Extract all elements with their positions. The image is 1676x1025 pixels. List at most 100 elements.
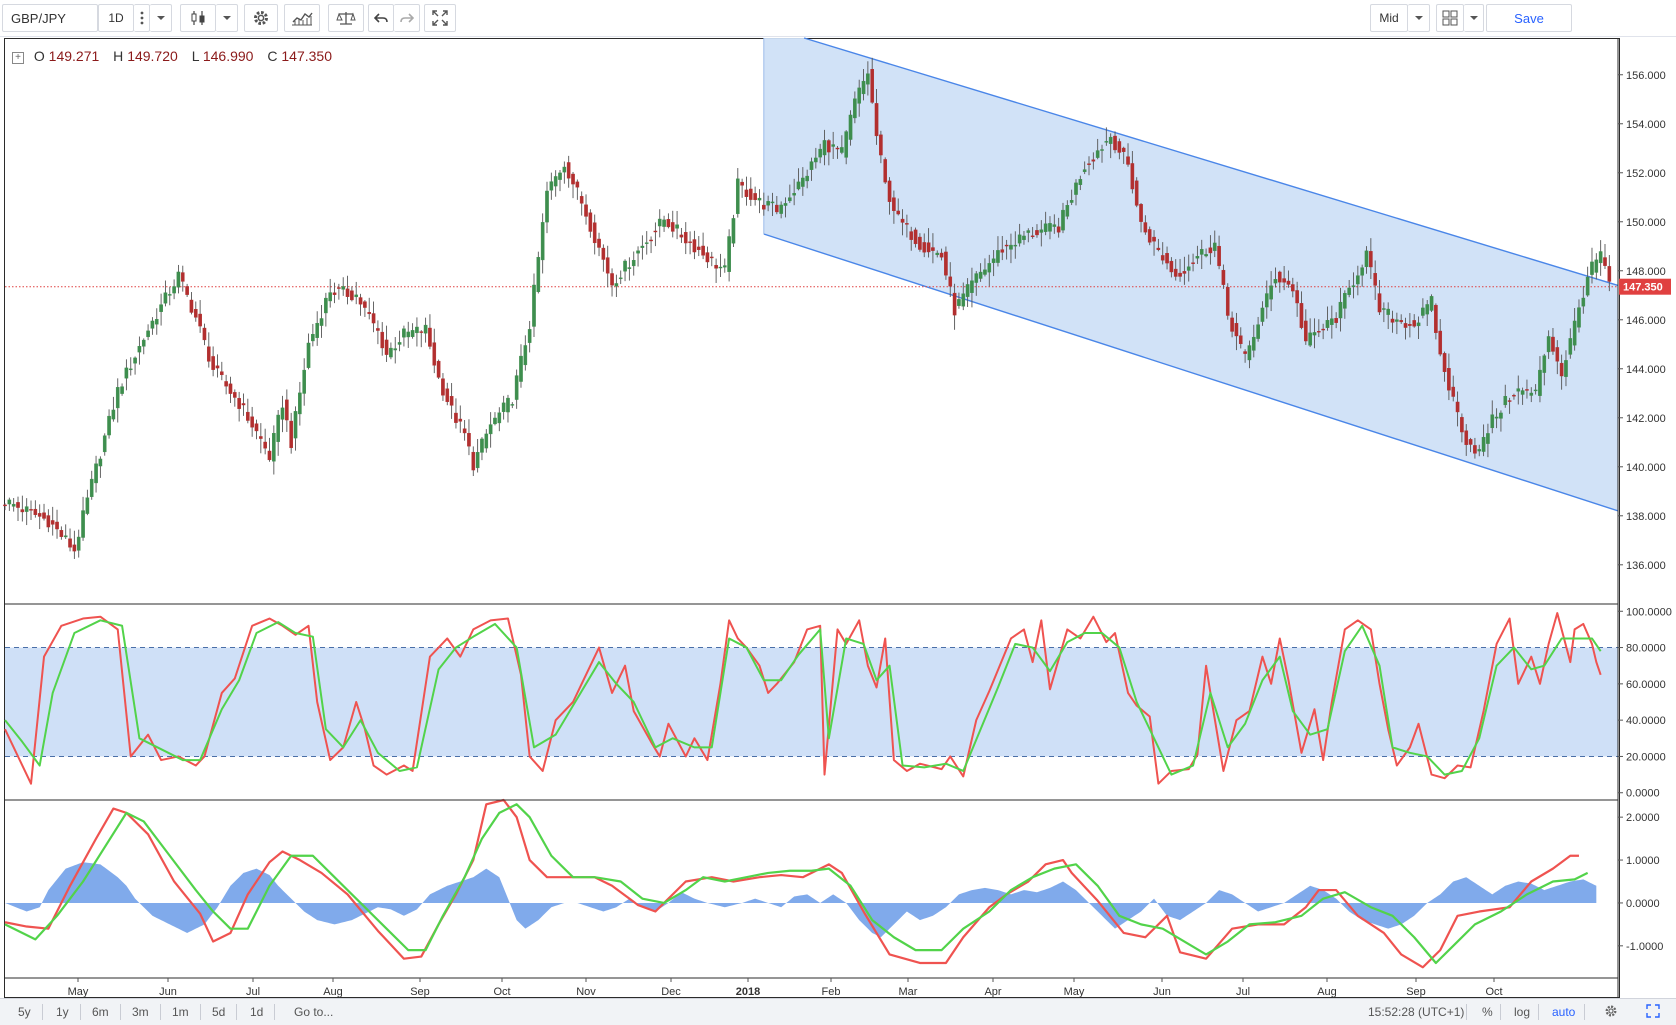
candle-body xyxy=(788,197,792,202)
candle-body xyxy=(76,536,81,551)
settings-gear-icon[interactable] xyxy=(244,4,278,32)
candle-body xyxy=(68,538,72,548)
candle-body xyxy=(1572,320,1577,346)
y-tick-label: 2.0000 xyxy=(1626,812,1660,824)
candle-body xyxy=(1147,229,1152,243)
candle-body xyxy=(896,210,901,215)
candle-body xyxy=(163,292,168,304)
range-1d-button[interactable]: 1d xyxy=(250,1005,264,1019)
range-1m-button[interactable]: 1m xyxy=(172,1005,189,1019)
y-tick-label: 144.000 xyxy=(1626,364,1666,376)
range-5y-button[interactable]: 5y xyxy=(18,1005,31,1019)
log-scale-button[interactable]: log xyxy=(1514,1005,1531,1019)
candle-body xyxy=(1195,256,1200,259)
candle-body xyxy=(85,497,90,514)
candle-body xyxy=(952,292,957,316)
chart-type-candles-icon[interactable] xyxy=(180,4,216,32)
candle-body xyxy=(445,388,450,402)
candle-body xyxy=(1078,179,1083,185)
candle-body xyxy=(1325,320,1330,328)
candle-body xyxy=(224,381,228,387)
candle-body xyxy=(306,342,311,368)
save-button[interactable]: Save xyxy=(1486,4,1572,32)
interval-more-icon[interactable] xyxy=(134,4,150,32)
candle-body xyxy=(46,515,51,528)
x-tick-label: Jul xyxy=(246,986,260,998)
auto-scale-button[interactable]: auto xyxy=(1552,1005,1576,1019)
price-source-chevron-down-icon[interactable] xyxy=(1408,4,1430,32)
candle-body xyxy=(1134,180,1139,206)
candle-body xyxy=(1369,251,1373,268)
layout-grid-icon[interactable] xyxy=(1436,4,1464,32)
low-label: L xyxy=(191,48,199,64)
candle-body xyxy=(1264,293,1269,308)
top-toolbar: GBP/JPY 1D Mid Save xyxy=(0,0,1676,37)
candle-body xyxy=(1568,338,1573,355)
candle-body xyxy=(1017,234,1022,244)
candle-body xyxy=(1130,163,1135,190)
candle-body xyxy=(37,513,42,517)
candle-body xyxy=(1243,351,1247,354)
candle-body xyxy=(211,356,215,370)
candle-body xyxy=(449,396,454,406)
candle-body xyxy=(1594,259,1599,273)
candle-body xyxy=(532,284,536,327)
candle-body xyxy=(198,313,202,327)
candle-body xyxy=(770,201,775,204)
layout-chevron-down-icon[interactable] xyxy=(1464,4,1484,32)
range-6m-button[interactable]: 6m xyxy=(92,1005,109,1019)
candle-body xyxy=(276,414,280,442)
interval-button[interactable]: 1D xyxy=(98,4,134,32)
compare-scales-icon[interactable] xyxy=(328,4,364,32)
candle-body xyxy=(662,219,666,227)
maximize-icon[interactable] xyxy=(1640,1002,1666,1022)
undo-icon[interactable] xyxy=(368,4,394,32)
interval-dropdown-chevron-down-icon[interactable] xyxy=(150,4,172,32)
candle-body xyxy=(228,383,233,394)
range-1y-button[interactable]: 1y xyxy=(56,1005,69,1019)
range-5d-button[interactable]: 5d xyxy=(212,1005,226,1019)
clock-timezone-label[interactable]: 15:52:28 (UTC+1) xyxy=(1368,1005,1465,1019)
candle-body xyxy=(1074,182,1078,195)
go-to-button[interactable]: Go to... xyxy=(294,1005,334,1019)
candle-body xyxy=(98,458,103,467)
candle-body xyxy=(996,250,1000,263)
candle-body xyxy=(1204,254,1208,257)
candle-body xyxy=(653,230,658,233)
candle-body xyxy=(128,368,133,371)
indicators-icon[interactable] xyxy=(284,4,320,32)
candle-body xyxy=(1603,257,1607,266)
candle-body xyxy=(432,342,437,366)
price-source-button[interactable]: Mid xyxy=(1370,4,1408,32)
candle-body xyxy=(81,510,85,538)
candle-body xyxy=(783,203,788,206)
candle-body xyxy=(1048,223,1052,232)
chart-type-chevron-down-icon[interactable] xyxy=(216,4,238,32)
candle-body xyxy=(441,378,445,396)
candle-body xyxy=(24,506,29,512)
percent-scale-button[interactable]: % xyxy=(1482,1005,1493,1019)
candle-body xyxy=(913,229,918,245)
candle-body xyxy=(120,386,124,394)
range-3m-button[interactable]: 3m xyxy=(132,1005,149,1019)
candle-body xyxy=(1529,392,1534,396)
candle-body xyxy=(675,224,679,229)
y-tick-label: 0.0000 xyxy=(1626,898,1660,910)
candle-body xyxy=(597,238,601,248)
candle-body xyxy=(1494,416,1499,419)
scale-settings-gear-icon[interactable] xyxy=(1598,1002,1624,1022)
candle-body xyxy=(1304,320,1308,342)
candle-body xyxy=(302,369,306,394)
redo-icon[interactable] xyxy=(394,4,420,32)
candle-body xyxy=(501,402,506,412)
symbol-search-input[interactable]: GBP/JPY xyxy=(2,4,98,32)
chart-area[interactable]: 156.000 154.000 152.000 150.000 148.000 146.0… xyxy=(0,0,1676,1000)
expand-plus-icon[interactable]: + xyxy=(12,52,24,64)
candle-body xyxy=(3,504,7,507)
fullscreen-icon[interactable] xyxy=(424,4,456,32)
candle-body xyxy=(298,392,302,415)
y-tick-label: 0.0000 xyxy=(1626,788,1660,800)
axes: 156.000 154.000 152.000 150.000 148.000 146.0… xyxy=(4,38,1672,998)
candle-body xyxy=(579,196,584,204)
candle-body xyxy=(970,280,974,293)
